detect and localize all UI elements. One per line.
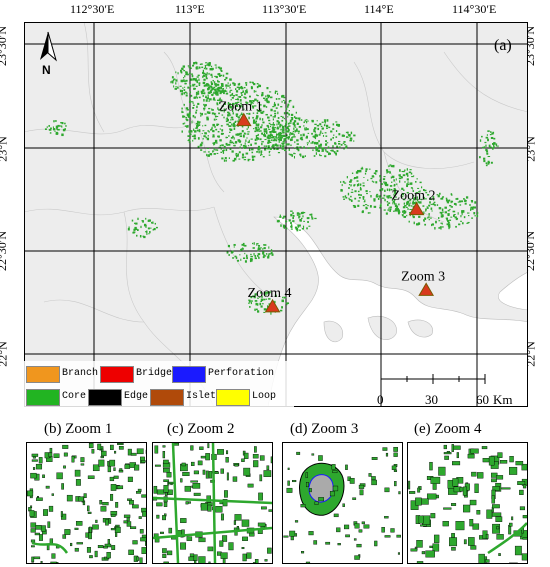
lat-tick-left-4: 22°N [0,341,10,367]
legend-label-perforation: Perforation [208,368,275,379]
lon-tick-3: 113°30′E [262,2,307,16]
main-map: Zoom 1 Zoom 2 Zoom 3 Zoom 4 N (a) 0 30 60 K… [24,22,528,407]
zoom-marker-label-1: Zoom 1 [219,100,263,115]
zoom-marker-4 [264,298,281,313]
zoom-panel-4 [407,442,528,564]
zoom-title-2: (c) Zoom 2 [167,421,235,437]
north-label: N [42,63,51,77]
legend-swatch-core [26,389,60,406]
zoom-panel-2 [152,442,273,564]
zoom-markers: Zoom 1 Zoom 2 Zoom 3 Zoom 4 [219,100,445,313]
green-infrastructure [44,61,499,315]
scale-unit: Km [493,392,513,407]
zoom-marker-label-3: Zoom 3 [401,269,445,284]
zoom-panel-4-map [408,444,527,563]
lat-tick-left-1: 23°30′N [0,25,10,67]
scale-tick-0: 0 [377,392,384,407]
zoom-panel-2-map [153,443,272,563]
legend-swatch-bridge [100,366,134,383]
scale-tick-30: 30 [425,392,438,407]
zoom-title-3: (d) Zoom 3 [290,421,359,437]
zoom-marker-1 [235,112,252,127]
lon-tick-1: 112°30′E [70,2,115,16]
legend-label-bridge: Bridge [136,368,173,379]
zoom-panel-3-map [283,446,401,563]
legend-label-branch: Branch [62,368,99,379]
legend-label-core: Core [62,391,87,402]
panel-label: (a) [494,37,512,54]
lon-tick-5: 114°30′E [452,2,497,16]
legend-label-edge: Edge [124,391,149,402]
lon-tick-4: 114°E [364,2,394,16]
zoom-title-1: (b) Zoom 1 [44,421,113,437]
legend-swatch-loop [216,389,250,406]
lat-tick-left-2: 23°N [0,136,10,162]
map-water [267,216,528,407]
zoom-panel-1-map [27,443,146,563]
lon-tick-2: 113°E [175,2,205,16]
north-arrow [40,31,57,62]
zoom-title-4: (e) Zoom 4 [414,421,482,437]
legend-label-loop: Loop [252,391,277,402]
lat-tick-left-3: 22°30′N [0,230,10,272]
scale-bar [380,374,486,384]
zoom-marker-label-4: Zoom 4 [248,286,292,301]
scale-tick-60: 60 [476,392,489,407]
legend-swatch-branch [26,366,60,383]
legend-swatch-edge [88,389,122,406]
legend-swatch-islet [150,389,184,406]
zoom-marker-2 [408,201,425,216]
legend-label-islet: Islet [186,391,217,402]
zoom-marker-label-2: Zoom 2 [392,189,436,204]
zoom-panel-1 [26,442,147,564]
legend-swatch-perforation [172,366,206,383]
zoom-panel-3 [282,442,403,564]
zoom-marker-3 [418,282,435,296]
